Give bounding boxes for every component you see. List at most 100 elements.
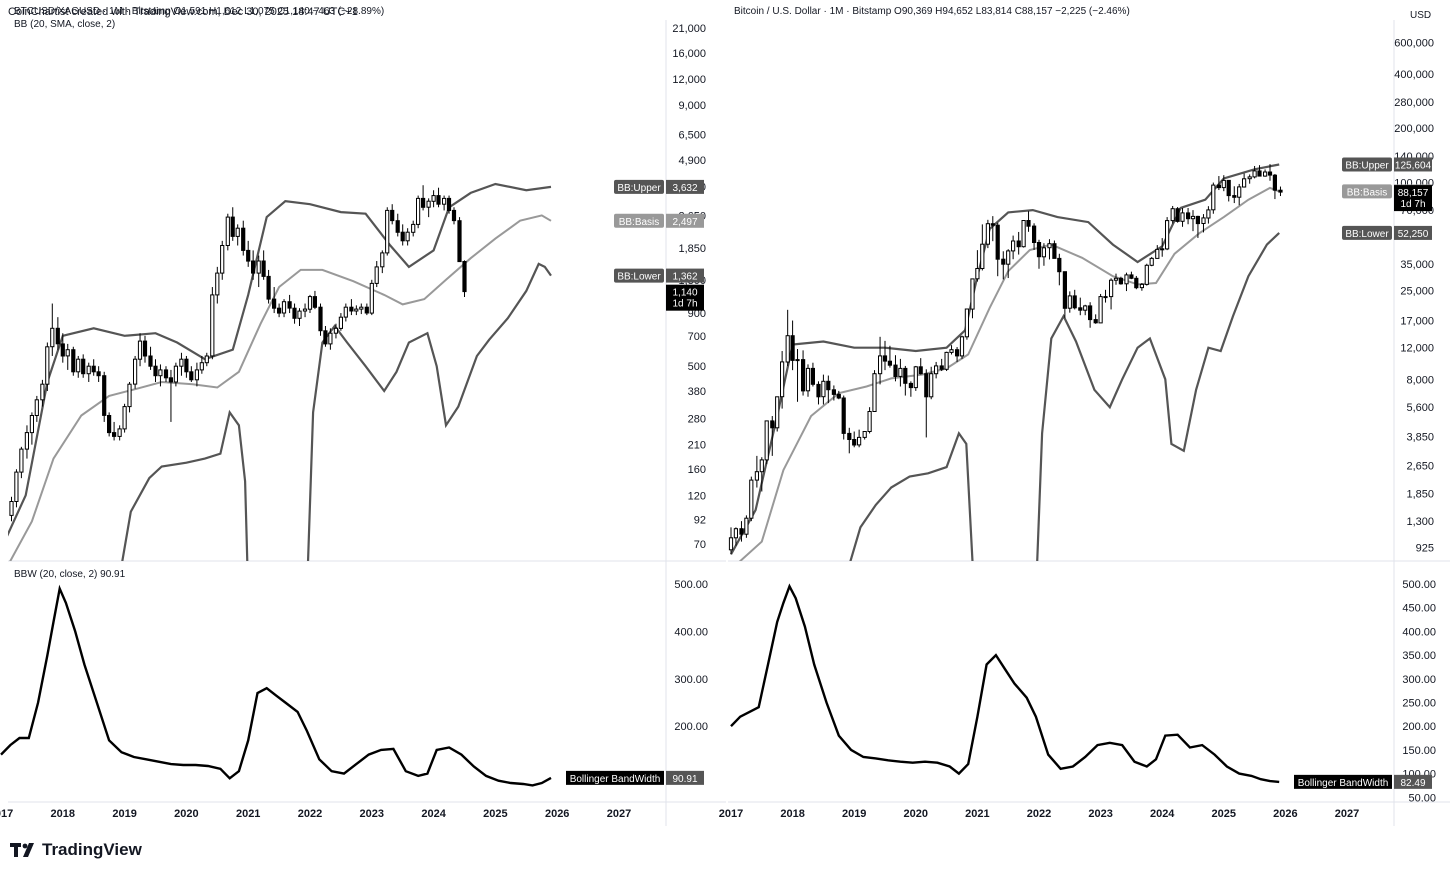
- candle-body: [153, 365, 158, 377]
- candle-body: [369, 282, 374, 314]
- candle-body: [9, 501, 14, 516]
- bb-tag-label: BB:Upper: [1345, 160, 1389, 171]
- candle-body: [277, 307, 282, 314]
- y-tick-label: 380: [688, 386, 706, 398]
- candle-body: [975, 268, 980, 280]
- bbw-tag-value: 82.49: [1400, 778, 1425, 789]
- bbw-y-tick-label: 250.00: [1402, 697, 1436, 709]
- candle-body: [333, 327, 338, 334]
- candle-body: [1134, 277, 1139, 289]
- candle-body: [338, 316, 343, 329]
- bb-tag-label: BB:Lower: [617, 272, 661, 283]
- candle-body: [163, 369, 169, 379]
- candle-body: [816, 383, 821, 398]
- candle-body: [821, 380, 826, 398]
- candle-body: [898, 367, 903, 377]
- candle-body: [1165, 220, 1170, 250]
- y-tick-label: 1,850: [1406, 489, 1434, 501]
- candle-body: [1252, 170, 1257, 178]
- candle-body: [426, 200, 431, 208]
- y-tick-label: 900: [688, 308, 706, 320]
- bb-tag-label: BB:Basis: [1347, 187, 1388, 198]
- candle-body: [50, 327, 55, 348]
- candle-body: [764, 420, 769, 461]
- bb-upper-line: [8, 182, 552, 537]
- candle-body: [45, 346, 50, 385]
- candle-body: [436, 195, 441, 205]
- y-tick-label: 925: [1416, 543, 1434, 555]
- candle-body: [1067, 295, 1072, 309]
- candle-body: [86, 365, 91, 375]
- candle-body: [1272, 174, 1277, 191]
- candle-body: [112, 432, 117, 437]
- y-tick-label: 9,000: [678, 100, 706, 112]
- candle-body: [918, 366, 923, 375]
- candle-body: [71, 349, 76, 373]
- bbw-y-tick-label: 300.00: [1402, 674, 1436, 686]
- candle-body: [878, 355, 883, 375]
- candle-body: [421, 197, 426, 208]
- candle-body: [65, 349, 70, 357]
- candle-body: [759, 459, 764, 473]
- y-tick-label: 210: [688, 440, 706, 452]
- bbw-y-tick-label: 400.00: [674, 626, 708, 638]
- y-tick-label: 120: [688, 490, 706, 502]
- y-tick-label: 35,000: [1400, 259, 1434, 271]
- candle-body: [801, 359, 806, 392]
- bbw-y-tick-label: 500.00: [674, 579, 708, 591]
- bbw-y-tick-label: 500.00: [1402, 579, 1436, 591]
- candle-body: [990, 223, 995, 226]
- candle-body: [179, 358, 184, 367]
- x-tick-label: 2017: [719, 808, 743, 820]
- x-tick-label: 2024: [421, 808, 446, 820]
- y-tick-label: 3,850: [1406, 431, 1434, 443]
- candle-body: [1278, 189, 1283, 193]
- candle-body: [1186, 212, 1191, 220]
- y-tick-label: 400,000: [1394, 69, 1434, 81]
- candle-body: [1088, 305, 1093, 321]
- x-tick-label: 2021: [236, 808, 260, 820]
- x-tick-label: 2022: [298, 808, 322, 820]
- x-tick-label: 2020: [904, 808, 928, 820]
- y-tick-label: 92: [694, 514, 706, 526]
- y-tick-label: 6,500: [678, 129, 706, 141]
- candle-body: [1206, 209, 1211, 219]
- candle-body: [1247, 176, 1252, 180]
- y-tick-label: 600,000: [1394, 37, 1434, 49]
- candle-body: [390, 209, 395, 222]
- candle-body: [281, 301, 287, 314]
- chart-pane-right[interactable]: USD 600,000 400,000 280,000 200,000 140,000 10…: [719, 6, 1450, 828]
- candle-body: [343, 306, 348, 318]
- candle-body: [944, 351, 949, 370]
- tradingview-logo-icon: [10, 843, 36, 857]
- candle-body: [728, 537, 734, 551]
- candle-body: [1129, 274, 1134, 279]
- y-tick-label: 5,600: [1406, 402, 1434, 414]
- chart-pane-left[interactable]: 21,00016,00012,0009,0006,5004,9003,6502,…: [0, 6, 726, 828]
- bb-tag-value-bg: [666, 213, 704, 228]
- candle-body: [168, 377, 174, 383]
- candle-body: [133, 358, 138, 385]
- candle-body: [60, 343, 65, 357]
- candle-body: [416, 197, 421, 225]
- candle-body: [137, 340, 143, 360]
- candle-body: [323, 330, 328, 345]
- candle-body: [887, 360, 893, 366]
- candle-body: [349, 306, 354, 312]
- candle-body: [241, 227, 246, 251]
- candle-body: [872, 373, 877, 413]
- candle-body: [985, 223, 990, 245]
- candle-body: [1160, 248, 1165, 251]
- y-tick-label: 4,900: [678, 155, 706, 167]
- bbw-y-tick-label: 350.00: [1402, 650, 1436, 662]
- candle-body: [995, 224, 1000, 260]
- candle-body: [1195, 215, 1200, 225]
- x-tick-label: 2026: [545, 808, 569, 820]
- candle-body: [744, 517, 749, 535]
- candle-body: [1267, 171, 1273, 176]
- candle-body: [1093, 319, 1098, 324]
- tradingview-logo[interactable]: TradingView: [10, 840, 142, 860]
- candle-body: [302, 308, 308, 312]
- last-price-countdown: 1d 7h: [672, 299, 697, 310]
- candle-body: [405, 231, 410, 242]
